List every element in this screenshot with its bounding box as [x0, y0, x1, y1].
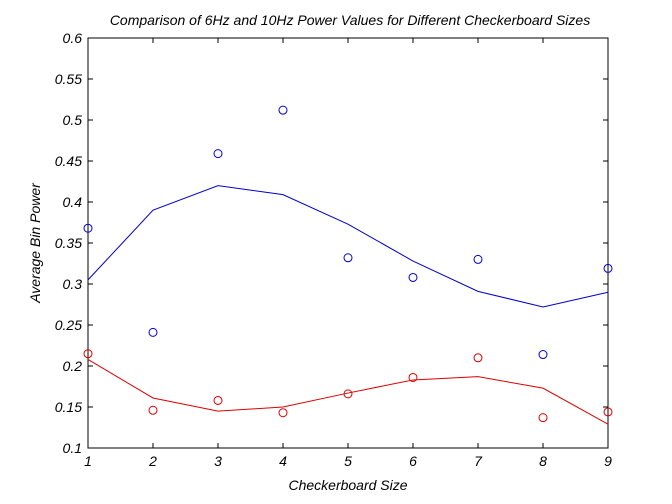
series-0-point [473, 254, 483, 264]
series-0-point [278, 105, 288, 115]
x-tick-label: 2 [148, 453, 157, 469]
y-tick-label: 0.6 [63, 30, 83, 46]
y-tick-label: 0.55 [55, 71, 82, 87]
series-1-point [83, 349, 93, 359]
y-tick-label: 0.15 [55, 399, 82, 415]
chart-title: Comparison of 6Hz and 10Hz Power Values … [110, 12, 590, 28]
plot-area: 1 2 3 4 5 6 7 8 9 0.1 0.15 0.2 0.25 0.3 0.35 0.4 0.45 0.5… [55, 30, 613, 469]
y-tick-label: 0.5 [63, 112, 83, 128]
series-1-point [603, 407, 613, 417]
x-tick-label: 1 [84, 453, 92, 469]
series-0-point [213, 149, 223, 159]
series-1-point [213, 395, 223, 405]
series-1-point [148, 405, 158, 415]
series-1-point [278, 408, 288, 418]
x-axis-title: Checkerboard Size [288, 477, 407, 493]
y-tick-label: 0.4 [63, 194, 83, 210]
series-0-point [603, 263, 613, 273]
y-axis-title: Average Bin Power [27, 182, 43, 304]
series-0-point [538, 350, 548, 360]
series-1-fit-line [87, 359, 609, 425]
series-0-point [408, 272, 418, 282]
x-tick-label: 8 [539, 453, 547, 469]
series-1-point [538, 413, 548, 423]
y-tick-label: 0.3 [63, 276, 83, 292]
x-tick-label: 3 [214, 453, 222, 469]
y-tick-label: 0.45 [55, 153, 82, 169]
x-tick-label: 9 [604, 453, 612, 469]
y-tick-label: 0.25 [55, 317, 82, 333]
series-1-point [408, 372, 418, 382]
x-tick-label: 4 [279, 453, 287, 469]
series-1-point [343, 389, 353, 399]
series-0-point [148, 327, 158, 337]
series-0-point [343, 253, 353, 263]
x-tick-label: 7 [474, 453, 483, 469]
x-tick-label: 5 [344, 453, 352, 469]
series-0-fit-line [87, 185, 609, 308]
series-0-point [83, 223, 93, 233]
y-tick-label: 0.35 [55, 235, 82, 251]
y-tick-label: 0.2 [63, 358, 83, 374]
x-tick-label: 6 [409, 453, 417, 469]
y-tick-label: 0.1 [63, 440, 82, 456]
series-1-point [473, 353, 483, 363]
